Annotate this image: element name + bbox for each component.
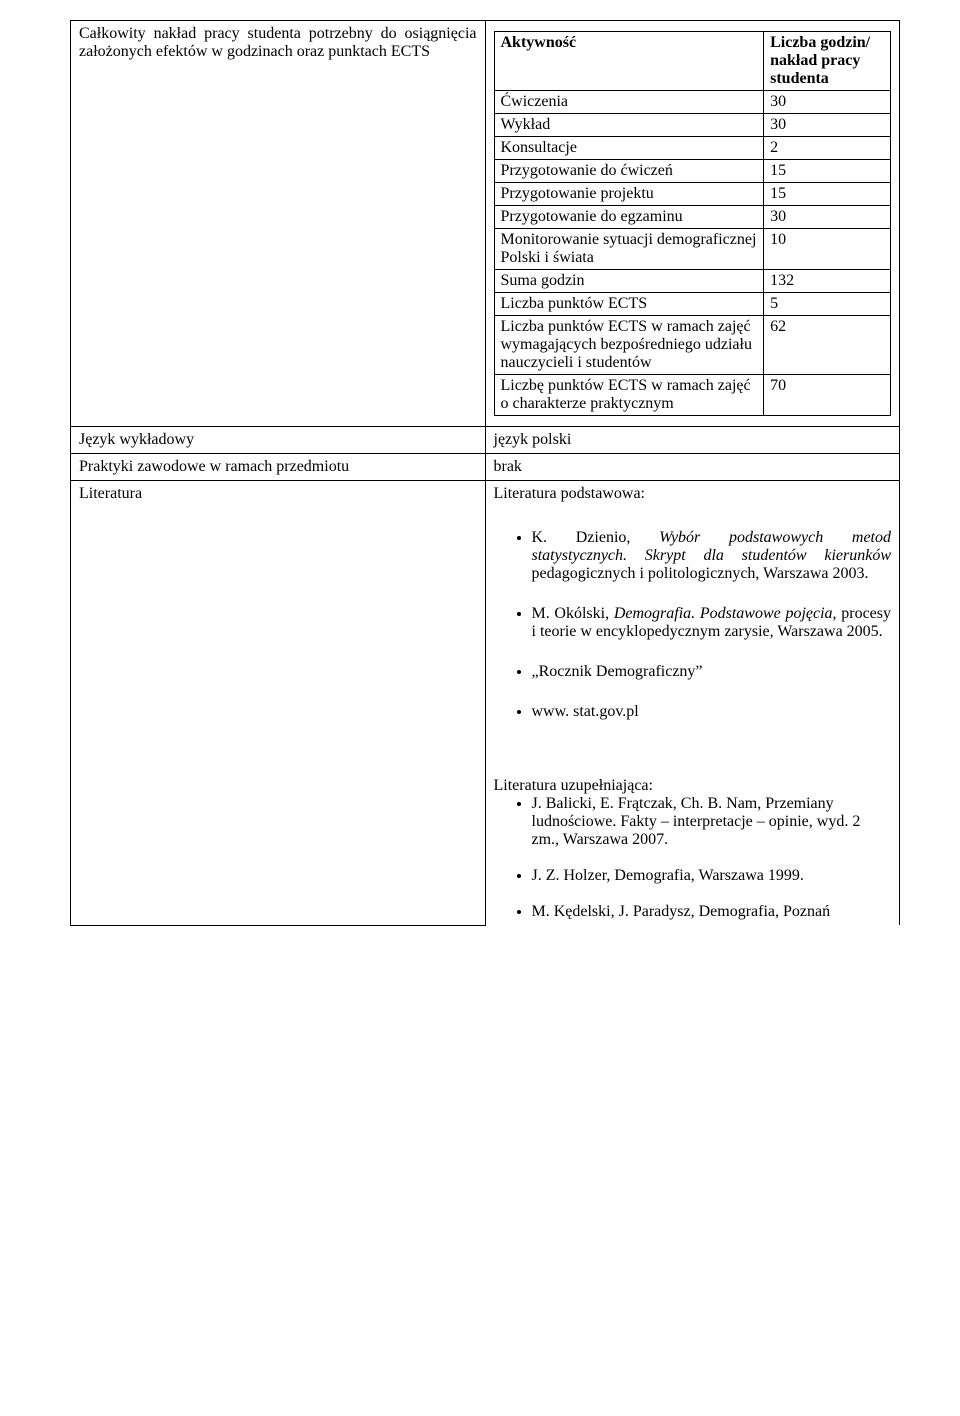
literature-primary-item: K. Dzienio, Wybór podstawowych metod sta…: [532, 529, 892, 583]
workload-row: Przygotowanie do ćwiczeń15: [494, 160, 891, 183]
workload-row: Liczba punktów ECTS w ramach zajęć wymag…: [494, 316, 891, 375]
internships-value: brak: [485, 454, 900, 481]
row-workload: Całkowity nakład pracy studenta potrzebn…: [71, 21, 900, 427]
workload-row: Przygotowanie projektu15: [494, 183, 891, 206]
lit-italic: Demografia. Podstawowe pojęcia,: [614, 605, 837, 622]
row-internships: Praktyki zawodowe w ramach przedmiotu br…: [71, 454, 900, 481]
workload-hours: 70: [764, 375, 891, 416]
literature-primary-item: M. Okólski, Demografia. Podstawowe pojęc…: [532, 605, 892, 641]
literature-supp-heading: Literatura uzupełniająca:: [494, 777, 892, 795]
workload-hours: 30: [764, 91, 891, 114]
workload-row: Liczbę punktów ECTS w ramach zajęć o cha…: [494, 375, 891, 416]
workload-hours: 30: [764, 114, 891, 137]
workload-row: Konsultacje2: [494, 137, 891, 160]
workload-label: Całkowity nakład pracy studenta potrzebn…: [79, 25, 477, 61]
workload-header-hours: Liczba godzin/ nakład pracy studenta: [764, 32, 891, 91]
workload-activity: Suma godzin: [494, 270, 764, 293]
workload-row: Przygotowanie do egzaminu30: [494, 206, 891, 229]
lit-post: pedagogicznych i politologicznych, Warsz…: [532, 565, 869, 582]
literature-supp-item: J. Balicki, E. Frątczak, Ch. B. Nam, Prz…: [532, 795, 892, 849]
workload-row: Liczba punktów ECTS5: [494, 293, 891, 316]
workload-activity: Liczba punktów ECTS: [494, 293, 764, 316]
literature-supp-item: J. Z. Holzer, Demografia, Warszawa 1999.: [532, 867, 892, 885]
workload-row: Ćwiczenia30: [494, 91, 891, 114]
language-value: język polski: [485, 427, 900, 454]
literature-primary-heading: Literatura podstawowa:: [494, 485, 892, 503]
workload-hours: 2: [764, 137, 891, 160]
workload-hours: 15: [764, 183, 891, 206]
lit-pre: K. Dzienio,: [532, 529, 660, 546]
workload-activity: Liczba punktów ECTS w ramach zajęć wymag…: [494, 316, 764, 375]
workload-activity: Ćwiczenia: [494, 91, 764, 114]
workload-value-cell: Aktywność Liczba godzin/ nakład pracy st…: [485, 21, 900, 427]
workload-row: Wykład30: [494, 114, 891, 137]
workload-hours: 15: [764, 160, 891, 183]
syllabus-table: Całkowity nakład pracy studenta potrzebn…: [70, 20, 900, 926]
literature-label: Literatura: [71, 481, 486, 926]
workload-activity: Przygotowanie projektu: [494, 183, 764, 206]
workload-hours: 30: [764, 206, 891, 229]
internships-label: Praktyki zawodowe w ramach przedmiotu: [79, 458, 477, 476]
workload-activity: Monitorowanie sytuacji demograficznej Po…: [494, 229, 764, 270]
workload-activity: Wykład: [494, 114, 764, 137]
workload-activity: Przygotowanie do ćwiczeń: [494, 160, 764, 183]
literature-primary-list: K. Dzienio, Wybór podstawowych metod sta…: [532, 529, 892, 721]
internships-label-cell: Praktyki zawodowe w ramach przedmiotu: [71, 454, 486, 481]
lit-pre: www. stat.gov.pl: [532, 703, 639, 720]
workload-inner-table: Aktywność Liczba godzin/ nakład pracy st…: [494, 31, 892, 416]
workload-row: Monitorowanie sytuacji demograficznej Po…: [494, 229, 891, 270]
workload-header-row: Aktywność Liczba godzin/ nakład pracy st…: [494, 32, 891, 91]
row-literature: Literatura Literatura podstawowa: K. Dzi…: [71, 481, 900, 926]
workload-header-activity: Aktywność: [494, 32, 764, 91]
literature-primary-item: „Rocznik Demograficzny”: [532, 663, 892, 681]
literature-value-cell: Literatura podstawowa: K. Dzienio, Wybór…: [485, 481, 900, 926]
literature-supp-item: M. Kędelski, J. Paradysz, Demografia, Po…: [532, 903, 892, 921]
workload-activity: Liczbę punktów ECTS w ramach zajęć o cha…: [494, 375, 764, 416]
language-label: Język wykładowy: [71, 427, 486, 454]
workload-label-cell: Całkowity nakład pracy studenta potrzebn…: [71, 21, 486, 427]
row-language: Język wykładowy język polski: [71, 427, 900, 454]
literature-supp-list: J. Balicki, E. Frątczak, Ch. B. Nam, Prz…: [532, 795, 892, 921]
workload-row: Suma godzin132: [494, 270, 891, 293]
workload-hours: 132: [764, 270, 891, 293]
literature-primary-item: www. stat.gov.pl: [532, 703, 892, 721]
lit-pre: „Rocznik Demograficzny”: [532, 663, 703, 680]
workload-activity: Przygotowanie do egzaminu: [494, 206, 764, 229]
workload-hours: 5: [764, 293, 891, 316]
workload-hours: 10: [764, 229, 891, 270]
lit-pre: M. Okólski,: [532, 605, 614, 622]
workload-hours: 62: [764, 316, 891, 375]
workload-activity: Konsultacje: [494, 137, 764, 160]
